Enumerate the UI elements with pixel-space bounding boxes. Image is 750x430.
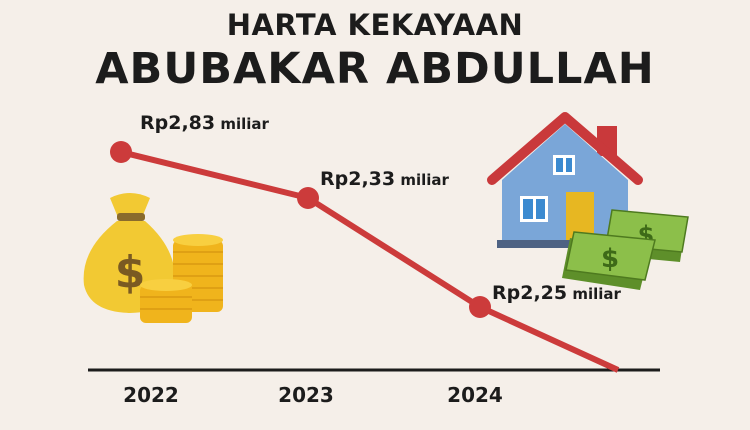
data-label: Rp2,33 miliar [320,168,449,190]
data-point-2023 [297,187,319,209]
data-label-amount: Rp2,33 [320,168,396,190]
data-label-unit: miliar [215,115,269,133]
data-label-amount: Rp2,83 [140,112,216,134]
cash-stack-icon: $ $ [562,209,689,290]
data-point-2024 [469,296,491,318]
coin-stack-icon [140,234,223,323]
chart-subtitle: ABUBAKAR ABDULLAH [95,44,655,94]
data-label-unit: miliar [395,171,449,189]
data-point-2022 [110,141,132,163]
data-label: Rp2,25 miliar [492,282,621,304]
x-tick-label: 2024 [447,383,503,407]
svg-text:$: $ [601,244,619,274]
data-label: Rp2,83 miliar [140,112,269,134]
series-line [120,149,620,373]
chart-title: HARTA KEKAYAAN [226,8,524,42]
data-label-amount: Rp2,25 [492,282,568,304]
data-label-unit: miliar [567,285,621,303]
x-tick-label: 2022 [123,383,179,407]
x-tick-label: 2023 [278,383,334,407]
